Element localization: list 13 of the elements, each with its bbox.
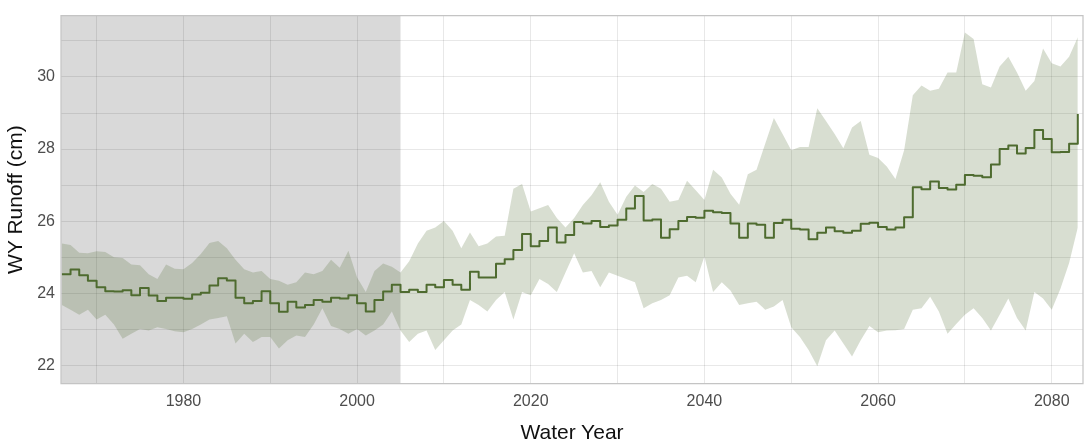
y-tick-label: 28 [37, 139, 56, 157]
x-tick-label: 2040 [686, 391, 723, 409]
y-tick-label: 30 [37, 67, 56, 85]
x-tick-label: 2000 [339, 391, 375, 409]
y-axis-title: WY Runoff (cm) [3, 125, 27, 274]
x-tick-label: 1980 [165, 391, 202, 409]
y-tick-label: 26 [37, 211, 56, 229]
x-tick-label: 2060 [860, 391, 896, 409]
x-tick-label: 2080 [1033, 391, 1070, 409]
x-tick-label: 2020 [512, 391, 549, 409]
y-tick-label: 22 [37, 355, 56, 373]
y-tick-label: 24 [37, 283, 56, 301]
x-axis-title: Water Year [520, 420, 624, 444]
